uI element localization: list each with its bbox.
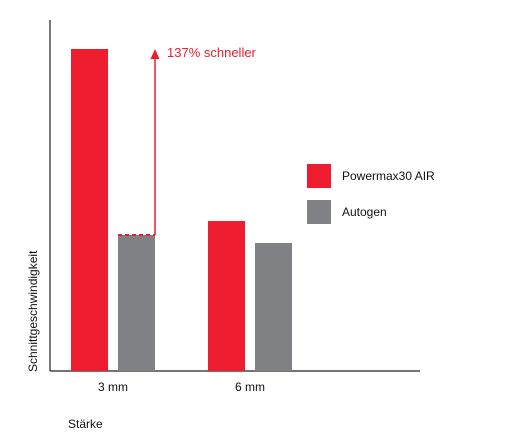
y-axis-label: Schnittgeschwindigkeit: [26, 250, 40, 372]
legend-swatch-autogen: [307, 200, 331, 224]
x-tick-label-6mm: 6 mm: [235, 380, 265, 394]
bars: [71, 49, 292, 371]
legend: Powermax30 AIR Autogen: [307, 164, 435, 224]
bar-autogen-6mm: [255, 243, 292, 371]
x-tick-label-3mm: 3 mm: [98, 380, 128, 394]
bar-powermax-3mm: [71, 49, 108, 371]
legend-label-powermax: Powermax30 AIR: [342, 169, 435, 183]
annotation-label: 137% schneller: [167, 45, 257, 60]
bar-powermax-6mm: [208, 221, 245, 371]
annotation-arrow-head: [150, 49, 160, 59]
legend-label-autogen: Autogen: [342, 205, 387, 219]
bar-autogen-3mm: [118, 235, 155, 371]
speed-annotation: 137% schneller: [118, 45, 257, 236]
x-axis-label: Stärke: [68, 417, 103, 431]
legend-swatch-powermax: [307, 164, 331, 188]
